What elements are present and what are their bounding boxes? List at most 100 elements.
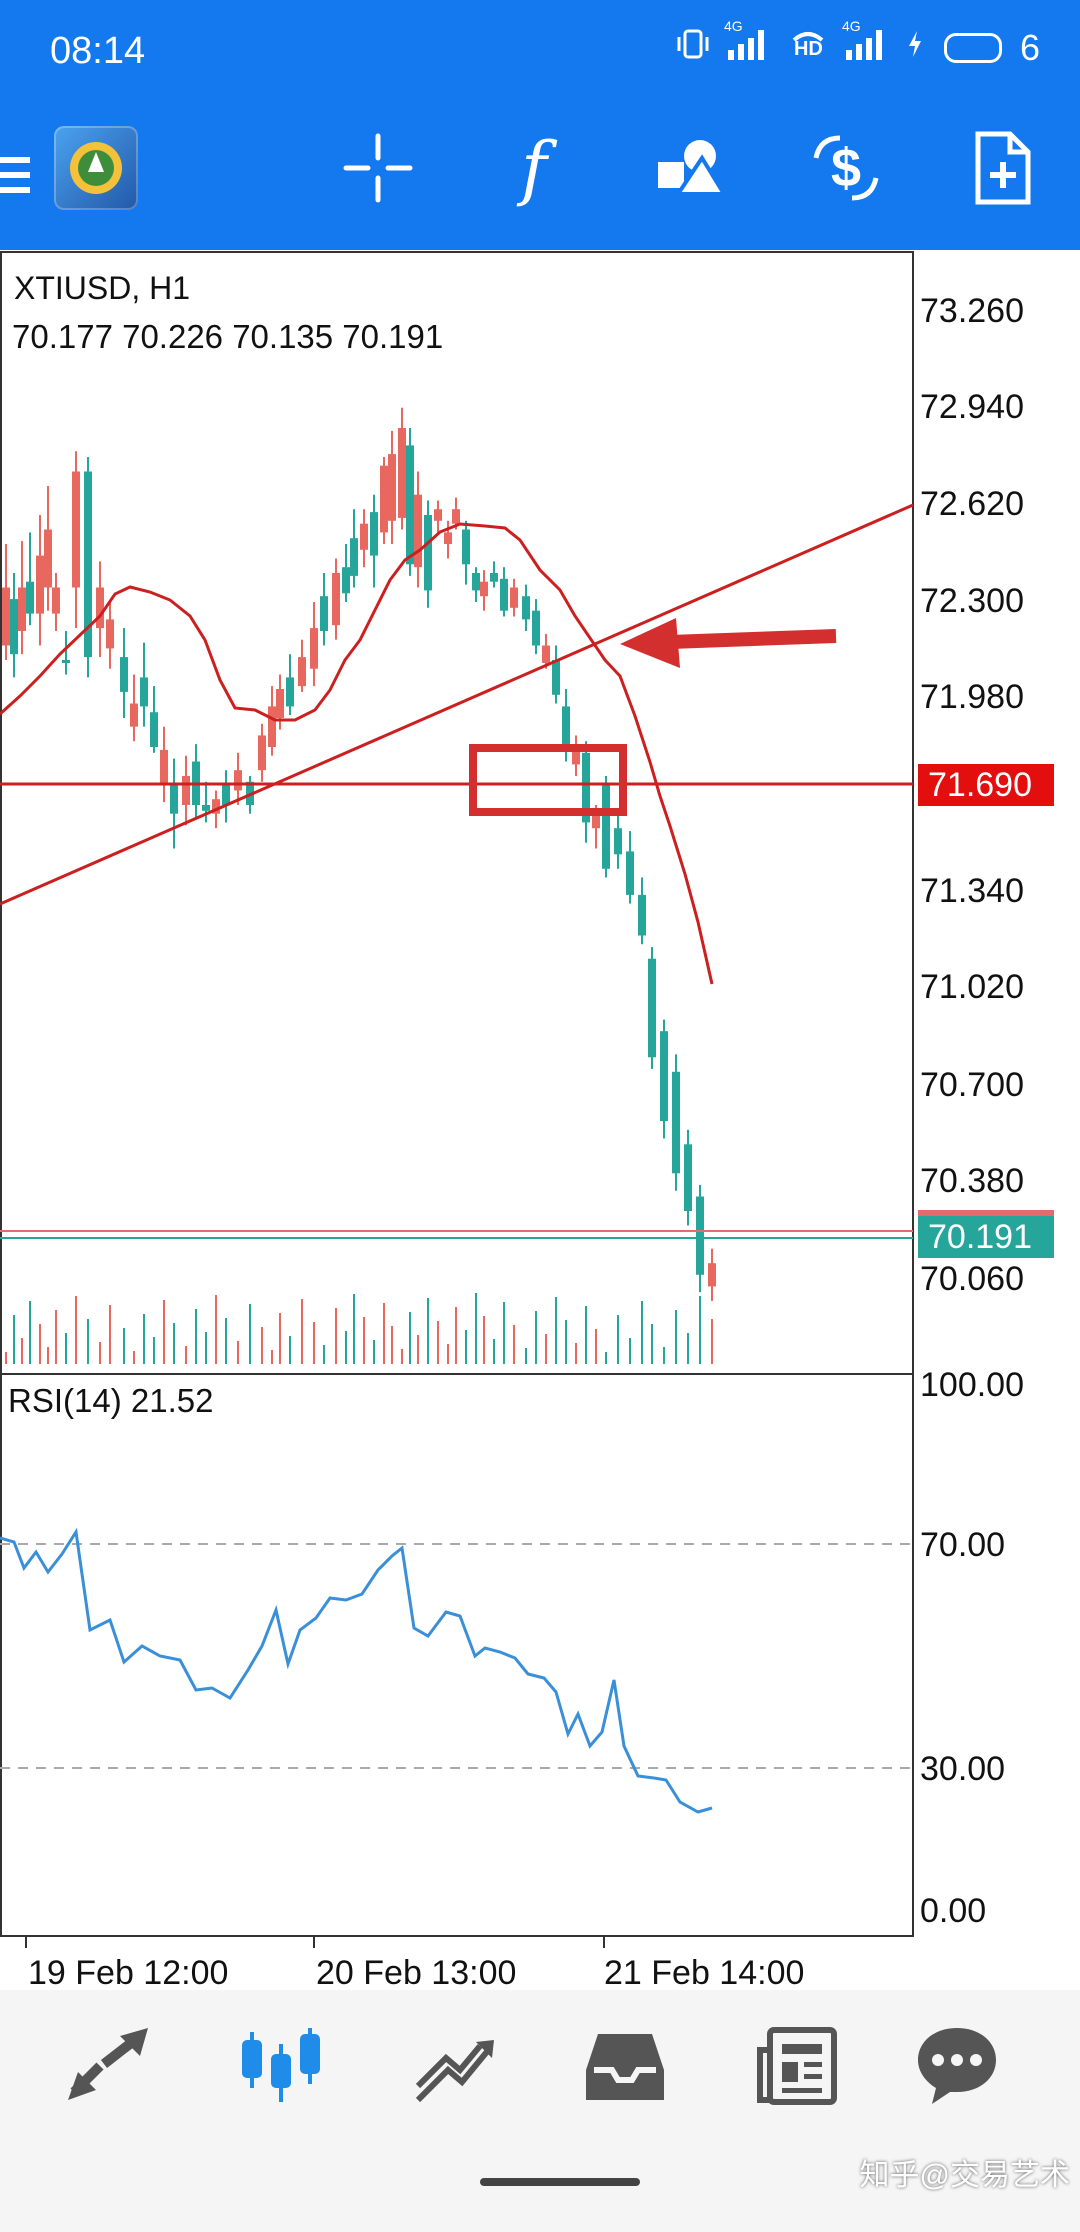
candle-body (542, 645, 550, 663)
candle-body (26, 581, 34, 614)
price-label-70060: 70.060 (920, 1260, 1024, 1298)
volume-bars (5, 1293, 713, 1364)
chart-area[interactable]: 73.260 72.940 72.620 72.300 71.980 71.34… (0, 250, 1080, 1990)
candle-body (52, 587, 60, 614)
candle-body (170, 784, 178, 814)
new-order-button[interactable] (962, 128, 1042, 208)
candle-body (212, 799, 220, 814)
candle-body (276, 689, 284, 718)
candle-body (120, 657, 128, 692)
nav-history[interactable] (580, 2020, 670, 2110)
function-icon: f (521, 127, 547, 209)
candle-body (18, 587, 26, 631)
rsi-level-0: 0.00 (920, 1892, 986, 1930)
home-indicator[interactable] (480, 2178, 640, 2186)
price-label-71340: 71.340 (920, 872, 1024, 910)
price-label-70700: 70.700 (920, 1066, 1024, 1104)
chat-bubble-icon (918, 2028, 996, 2104)
newspaper-icon (757, 2027, 837, 2105)
rsi-level-70: 70.00 (920, 1526, 1005, 1564)
indicators-button[interactable]: f (494, 128, 574, 208)
price-label-72940: 72.940 (920, 388, 1024, 426)
battery-icon (943, 33, 1002, 63)
ohlc-values: 70.177 70.226 70.135 70.191 (12, 318, 444, 355)
candle-body (360, 523, 368, 550)
trade-trend-icon (415, 2040, 494, 2103)
top-toolbar: f $ (0, 110, 1080, 250)
candle-body (106, 619, 114, 649)
candle-body (434, 509, 442, 521)
hd-call-icon: HD (788, 26, 828, 70)
candle-body (388, 454, 396, 521)
time-label-20feb: 20 Feb 13:00 (316, 1954, 516, 1990)
candle-body (500, 578, 508, 611)
rsi-line (0, 1527, 713, 1814)
candle-body (480, 581, 488, 597)
price-label-72300: 72.300 (920, 582, 1024, 620)
status-bar: 08:14 4G HD 4G 6 (0, 0, 1080, 110)
candle-body (472, 573, 480, 591)
candle-body (2, 587, 10, 646)
shapes-icon (658, 140, 728, 196)
candle-body (462, 529, 470, 565)
candle-body (684, 1144, 692, 1211)
candle-body (614, 828, 622, 855)
candlestick-icon (242, 2028, 320, 2102)
candle-body (268, 706, 276, 747)
nav-messages[interactable] (912, 2020, 1002, 2110)
candle-body (84, 471, 92, 658)
objects-button[interactable] (650, 128, 730, 208)
app-logo[interactable] (54, 126, 138, 210)
status-time: 08:14 (50, 30, 146, 72)
candle-body (406, 445, 414, 565)
candle-body (140, 677, 148, 707)
candle-body (398, 428, 406, 518)
current-price-marker (918, 1210, 1054, 1216)
nav-trade[interactable] (408, 2020, 498, 2110)
crosshair-button[interactable] (338, 128, 418, 208)
current-price-label: 70.191 (928, 1218, 1032, 1256)
network-type-label-2: 4G (841, 18, 861, 34)
candle-body (332, 573, 340, 626)
nav-quotes[interactable] (64, 2020, 154, 2110)
current-price-label-bg (918, 1216, 1054, 1258)
chart-canvas[interactable]: 73.260 72.940 72.620 72.300 71.980 71.34… (0, 250, 1080, 1990)
hd-label: HD (793, 38, 823, 60)
rsi-level-100: 100.00 (920, 1366, 1024, 1404)
candle-body (320, 596, 328, 631)
watermark-text: 知乎@交易艺术 (859, 2159, 1070, 2192)
moving-average-line (0, 522, 714, 985)
rsi-level-30: 30.00 (920, 1750, 1005, 1788)
trend-line (0, 503, 914, 906)
symbol-title: XTIUSD, H1 (14, 270, 191, 306)
candle-body (638, 894, 646, 936)
time-label-19feb: 19 Feb 12:00 (28, 1954, 228, 1990)
candle-body (696, 1196, 704, 1275)
bottom-navigation: 知乎@交易艺术 (0, 1990, 1080, 2232)
annotation-arrow (620, 618, 837, 668)
price-label-72620: 72.620 (920, 485, 1024, 523)
symbols-button[interactable]: $ (806, 128, 886, 208)
menu-icon[interactable] (0, 148, 36, 208)
candle-body (286, 677, 294, 707)
support-level-label-bg (918, 764, 1054, 806)
nav-news[interactable] (752, 2020, 842, 2110)
candle-body (572, 744, 580, 765)
price-label-71020: 71.020 (920, 968, 1024, 1006)
candle-body (222, 784, 230, 805)
rsi-axis: 100.00 70.00 30.00 0.00 (920, 1366, 1024, 1930)
nav-chart[interactable] (236, 2020, 326, 2110)
candle-body (444, 532, 452, 544)
candles (2, 407, 716, 1301)
crosshair-icon (343, 133, 413, 203)
candle-body (626, 851, 634, 895)
candle-body (258, 735, 266, 771)
candle-body (552, 660, 560, 695)
price-label-71980: 71.980 (920, 678, 1024, 716)
candle-body (490, 573, 498, 582)
candle-body (708, 1263, 716, 1287)
candle-body (44, 529, 52, 588)
candle-body (202, 805, 210, 811)
price-axis: 73.260 72.940 72.620 72.300 71.980 71.34… (920, 292, 1024, 1298)
time-label-21feb: 21 Feb 14:00 (604, 1954, 804, 1990)
